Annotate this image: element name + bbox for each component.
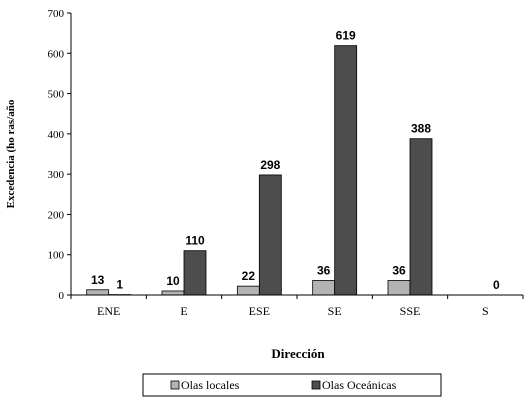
- category-label-ene: ENE: [97, 304, 120, 318]
- legend: Olas locales Olas Oceánicas: [142, 373, 442, 397]
- legend-label-olas-locales: Olas locales: [181, 378, 240, 392]
- bar-olas-locales-se: [312, 280, 336, 296]
- data-label-olas-locales-se: 36: [317, 263, 331, 277]
- legend-swatch-olas-locales: [170, 380, 180, 390]
- bar-olas-locales-e: [161, 290, 185, 296]
- data-label-olas-oceanicas-e: 110: [185, 234, 205, 248]
- data-label-olas-oceanicas-ene: 1: [116, 278, 123, 292]
- data-label-olas-oceanicas-se: 619: [336, 29, 356, 43]
- y-axis-ticks: [67, 12, 71, 296]
- bar-olas-locales-ese: [236, 285, 260, 296]
- data-label-olas-oceanicas-sse: 388: [411, 122, 431, 136]
- bar-olas-locales-sse: [387, 280, 411, 296]
- y-tick-label: 400: [48, 129, 65, 141]
- bar-olas-oceanicas-sse: [409, 138, 433, 296]
- category-label-e: E: [180, 304, 187, 318]
- y-tick-label: 300: [48, 169, 65, 181]
- data-label-olas-locales-sse: 36: [392, 263, 406, 277]
- bar-olas-locales-ene: [86, 289, 110, 296]
- data-label-olas-locales-ese: 22: [242, 269, 256, 283]
- data-label-olas-oceanicas-s: 0: [493, 278, 500, 292]
- legend-swatch-olas-oceanicas: [311, 380, 321, 390]
- category-label-sse: SSE: [400, 304, 421, 318]
- x-axis-category-labels: ENE E ESE SE SSE S: [97, 304, 489, 318]
- y-tick-label: 0: [59, 290, 65, 302]
- data-label-olas-oceanicas-ese: 298: [260, 158, 280, 172]
- data-label-olas-locales-e: 10: [166, 274, 180, 288]
- category-label-s: S: [482, 304, 489, 318]
- y-tick-label: 500: [48, 89, 65, 101]
- bar-olas-oceanicas-se: [334, 45, 358, 296]
- bar-olas-oceanicas-ese: [258, 174, 282, 296]
- bar-olas-oceanicas-e: [183, 250, 207, 296]
- legend-label-olas-oceanicas: Olas Oceánicas: [322, 378, 397, 392]
- data-label-olas-locales-ene: 13: [91, 273, 105, 287]
- category-label-ese: ESE: [249, 304, 270, 318]
- y-tick-label: 600: [48, 48, 65, 60]
- category-label-se: SE: [328, 304, 342, 318]
- y-tick-label: 200: [48, 209, 65, 221]
- y-tick-label: 700: [48, 8, 65, 20]
- data-labels: 13 10 22 36 36 1 110 298 619 388 0: [91, 29, 500, 292]
- bars: [86, 45, 433, 296]
- y-axis-tick-labels: 0 100 200 300 400 500 600 700: [48, 8, 65, 302]
- y-tick-label: 100: [48, 250, 65, 262]
- x-axis-title: Dirección: [271, 346, 325, 361]
- legend-box: [142, 373, 442, 397]
- x-axis-ticks: [70, 295, 524, 299]
- y-axis-title: Excedencia (ho ras/año: [5, 99, 17, 208]
